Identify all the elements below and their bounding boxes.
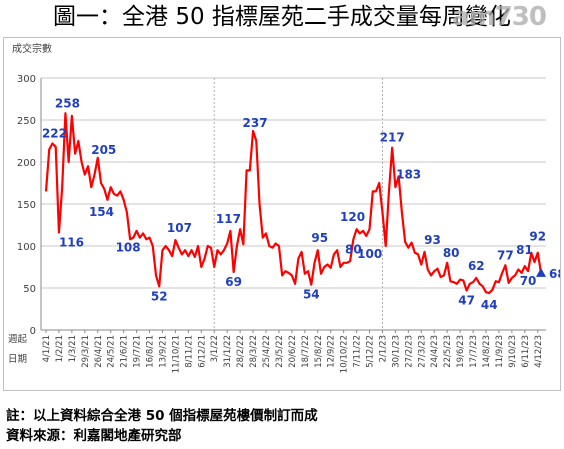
x-tick-label: 17/7/23 [469, 335, 479, 368]
x-tick-label: 11/10/21 [171, 335, 181, 373]
data-label: 92 [529, 230, 546, 244]
x-axis-label-part: 日期 [8, 354, 27, 365]
y-tick-label: 150 [17, 200, 36, 211]
data-label: 95 [311, 231, 328, 245]
x-tick-label: 7/11/22 [353, 335, 363, 368]
data-label: 54 [303, 288, 320, 302]
x-tick-label: 3/1/22 [210, 335, 220, 362]
x-tick-label: 9/10/23 [508, 335, 518, 368]
x-tick-label: 31/1/22 [223, 335, 233, 368]
grid-lines [40, 77, 546, 331]
x-tick-label: 4/12/23 [534, 335, 544, 368]
y-axis-ticks: 0 50 100 150 200 250 300 [17, 74, 36, 337]
x-tick-label: 2/1/23 [378, 335, 388, 362]
x-tick-label: 10/10/22 [340, 335, 350, 373]
x-tick-label: 30/1/23 [391, 335, 401, 368]
x-tick-label: 19/6/23 [456, 335, 466, 368]
data-label: 258 [55, 96, 80, 110]
data-label: 77 [497, 248, 514, 262]
data-label: 70 [520, 274, 537, 288]
data-label: 237 [243, 116, 268, 130]
y-axis-label: 成交宗數 [12, 42, 52, 55]
x-axis-ticks: 4/1/21 1/2/21 1/3/21 29/3/21 26/4/21 24/5/21 2… [42, 330, 544, 373]
x-tick-label: 26/4/21 [94, 335, 104, 368]
x-tick-label: 29/3/21 [81, 335, 91, 368]
x-tick-label: 8/11/21 [184, 335, 194, 368]
x-tick-label: 27/3/23 [417, 335, 427, 368]
y-tick-label: 300 [17, 74, 36, 85]
x-tick-label: 22/5/23 [443, 335, 453, 368]
brand-logo: am730 [452, 2, 547, 32]
footnote-source: 資料來源：利嘉閣地產研究部 [6, 428, 182, 444]
data-label: 81 [516, 243, 533, 257]
data-label: 154 [89, 205, 114, 219]
x-tick-label: 24/5/21 [107, 335, 117, 368]
data-label: 68 [549, 267, 560, 281]
x-tick-label: 21/6/21 [120, 335, 130, 368]
data-label: 100 [357, 247, 382, 261]
weekly-transactions-line-chart: 0 50 100 150 200 250 300 4/1/21 1/2/21 1/3/21 29/… [8, 42, 564, 373]
x-tick-label: 19/7/21 [133, 335, 143, 368]
x-tick-label: 28/3/22 [249, 335, 259, 368]
data-label: 107 [167, 221, 192, 235]
x-tick-label: 27/2/23 [404, 335, 414, 368]
x-tick-label: 18/7/22 [301, 335, 311, 368]
data-label: 47 [458, 294, 475, 308]
y-tick-label: 0 [30, 326, 36, 337]
data-label: 93 [424, 233, 441, 247]
x-tick-label: 13/9/21 [158, 335, 168, 368]
x-tick-label: 6/11/23 [521, 335, 531, 368]
y-tick-label: 200 [17, 158, 36, 169]
x-tick-label: 5/12/22 [366, 335, 376, 368]
x-tick-label: 12/9/22 [327, 335, 337, 368]
chart-frame: 0 50 100 150 200 250 300 4/1/21 1/2/21 1/3/21 29/… [3, 37, 564, 391]
x-tick-label: 28/2/22 [236, 335, 246, 368]
y-tick-label: 100 [17, 242, 36, 253]
data-label: 117 [216, 212, 241, 226]
data-label: 80 [443, 246, 460, 260]
data-label: 52 [151, 289, 168, 303]
x-tick-label: 11/9/23 [495, 335, 505, 368]
x-tick-label: 20/6/22 [288, 335, 298, 368]
data-label: 183 [396, 167, 421, 181]
page-title: 圖一：全港 50 指標屋苑二手成交量每周變化 [53, 4, 511, 30]
x-tick-label: 6/12/21 [197, 335, 207, 368]
data-label: 62 [468, 259, 485, 273]
y-tick-label: 50 [23, 284, 36, 295]
data-label: 44 [481, 298, 498, 312]
data-label: 116 [59, 236, 84, 250]
data-label: 120 [340, 210, 365, 224]
data-labels: 222 116 258 205 154 108 52 107 117 69 237 54 95 80 120… [42, 96, 564, 312]
transactions-series-line [44, 112, 543, 295]
x-axis-label-part: 週起 [8, 333, 28, 345]
x-tick-label: 16/8/21 [146, 335, 156, 368]
data-label: 69 [225, 275, 242, 289]
x-tick-label: 25/4/22 [262, 335, 272, 368]
y-tick-label: 250 [17, 116, 36, 127]
x-tick-label: 15/8/22 [314, 335, 324, 368]
x-tick-label: 23/5/22 [275, 335, 285, 368]
x-tick-label: 24/4/23 [430, 335, 440, 368]
data-label: 205 [91, 143, 116, 157]
last-point-marker [536, 267, 546, 277]
data-label: 80 [345, 242, 362, 256]
x-tick-label: 14/8/23 [482, 335, 492, 368]
data-label: 222 [42, 127, 67, 141]
data-label: 108 [116, 240, 141, 254]
x-tick-label: 1/2/21 [55, 335, 65, 362]
x-tick-label: 1/3/21 [68, 335, 78, 362]
footnote-note: 註：以上資料綜合全港 50 個指標屋苑樓價制訂而成 [6, 408, 318, 424]
x-tick-label: 4/1/21 [42, 335, 52, 362]
data-label: 217 [380, 131, 405, 145]
